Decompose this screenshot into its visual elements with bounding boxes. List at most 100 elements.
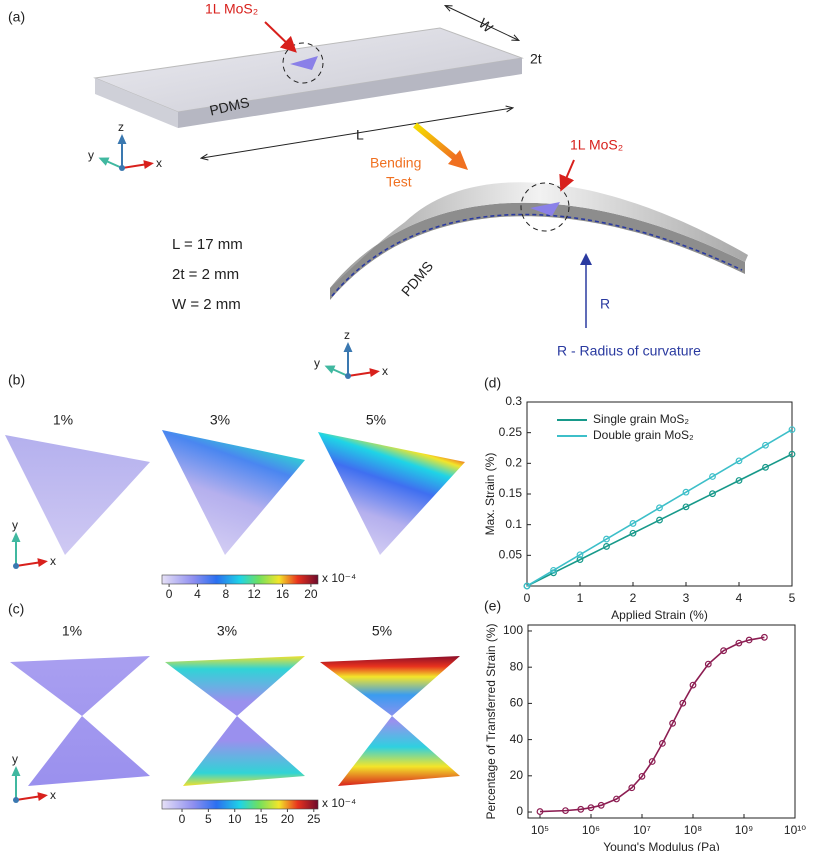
strain-level: 1%	[62, 623, 82, 639]
data-point	[648, 758, 656, 765]
bent-slab	[330, 159, 748, 328]
colorbar-tick-label: 20	[304, 587, 318, 601]
data-point	[704, 660, 712, 668]
data-point	[788, 426, 796, 434]
x-axis-label: Applied Strain (%)	[611, 608, 708, 622]
axis-arrow-head	[11, 532, 21, 542]
x-tick-label: 10⁹	[735, 823, 754, 837]
colorbar-tick-label: 25	[307, 812, 321, 826]
data-point	[562, 807, 569, 815]
data-point	[720, 647, 727, 655]
process-arrow	[413, 122, 457, 161]
y-tick-label: 0.05	[499, 548, 523, 562]
axis-arrow-head	[37, 792, 48, 802]
colorbar-tick-label: 10	[228, 812, 242, 826]
data-point	[656, 516, 663, 524]
data-point	[603, 543, 610, 550]
colorbar	[161, 574, 319, 585]
axis-name: x	[156, 156, 162, 170]
axis-name: x	[50, 554, 56, 568]
colorbar-tick-label: 16	[276, 587, 290, 601]
process-label: Test	[386, 174, 412, 190]
dimension-label: W	[476, 15, 497, 36]
y-tick-label: 0.2	[505, 456, 522, 470]
series-line	[526, 453, 793, 587]
axis-arrow	[347, 371, 375, 377]
strain-level: 3%	[217, 623, 237, 639]
y-tick-label: 0.15	[499, 486, 523, 500]
axis-arrow	[15, 561, 43, 567]
x-tick-label: 4	[736, 591, 743, 605]
axis-origin	[13, 797, 19, 803]
radius-caption: R - Radius of curvature	[557, 343, 701, 359]
data-point	[577, 805, 585, 813]
flat-slab	[93, 6, 524, 158]
strain-map	[165, 656, 305, 786]
data-point	[709, 473, 716, 480]
data-point	[745, 636, 753, 644]
axis-name: y	[88, 148, 94, 162]
panel-label: (d)	[484, 375, 501, 391]
data-point	[735, 457, 743, 465]
panel-label: (b)	[8, 372, 25, 388]
process-arrow-head	[448, 150, 468, 170]
axis-name: x	[50, 788, 56, 802]
substrate-label: PDMS	[398, 258, 436, 299]
y-tick-label: 0.3	[505, 394, 522, 408]
data-point	[679, 699, 687, 707]
y-tick-label: 0.25	[499, 425, 523, 439]
x-tick-label: 10¹⁰	[784, 823, 806, 837]
x-tick-label: 3	[683, 591, 690, 605]
series-line	[539, 636, 765, 813]
x-tick-label: 0	[524, 591, 531, 605]
axis-arrow-head	[11, 766, 21, 776]
axis-arrow	[121, 163, 149, 169]
y-tick-label: 0	[516, 804, 523, 818]
axis-arrow-head	[117, 134, 127, 144]
panel-label: (e)	[484, 598, 501, 614]
x-tick-label: 5	[789, 591, 796, 605]
data-point	[629, 529, 637, 537]
strain-map	[320, 656, 460, 786]
y-tick-label: 0.1	[505, 517, 522, 531]
plot-frame	[527, 624, 796, 819]
strain-map	[318, 432, 465, 555]
strain-map	[10, 656, 150, 786]
colorbar-tick-label: 5	[205, 812, 212, 826]
data-point	[735, 477, 743, 484]
data-point	[597, 801, 605, 809]
axis-origin	[119, 165, 125, 171]
data-point	[762, 463, 769, 471]
y-axis-label: Max. Strain (%)	[483, 453, 497, 536]
colorbar-tick-label: 4	[194, 587, 201, 601]
axis-name: y	[12, 752, 18, 766]
data-point	[576, 551, 584, 559]
data-point	[587, 804, 595, 812]
axis-name: z	[118, 120, 124, 134]
strain-level: 5%	[366, 412, 386, 428]
data-point	[628, 784, 636, 792]
panel-label: (c)	[8, 601, 24, 617]
colorbar-tick-label: 8	[222, 587, 229, 601]
data-point	[682, 488, 690, 496]
x-tick-label: 1	[577, 591, 584, 605]
material-label: 1L MoS₂	[205, 1, 258, 17]
data-point	[523, 582, 531, 590]
strain-level: 5%	[372, 623, 392, 639]
x-tick-label: 10⁸	[684, 823, 702, 837]
axis-arrow-head	[343, 342, 353, 352]
x-tick-label: 2	[630, 591, 637, 605]
axis-arrow	[15, 795, 43, 801]
axis-origin	[13, 563, 19, 569]
data-point	[669, 719, 676, 727]
axis-arrow-head	[324, 365, 336, 374]
radius-label: R	[600, 296, 610, 312]
axis-name: y	[314, 356, 320, 370]
colorbar-tick-label: 12	[248, 587, 262, 601]
data-point	[613, 795, 620, 803]
parameter: 2t = 2 mm	[172, 266, 239, 283]
colorbar-multiplier: x 10⁻⁴	[322, 796, 356, 810]
data-point	[629, 520, 637, 527]
material-label: 1L MoS₂	[570, 137, 623, 153]
colorbar	[161, 799, 319, 810]
